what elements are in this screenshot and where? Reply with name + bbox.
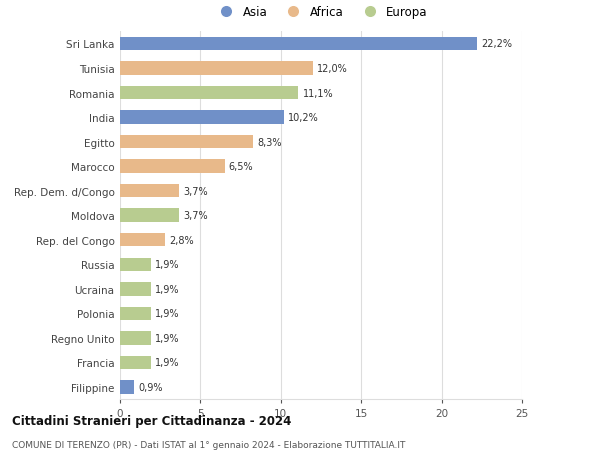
Text: 6,5%: 6,5% xyxy=(229,162,253,172)
Bar xyxy=(120,135,253,149)
Bar xyxy=(120,87,298,100)
Text: 1,9%: 1,9% xyxy=(155,284,179,294)
Text: Cittadini Stranieri per Cittadinanza - 2024: Cittadini Stranieri per Cittadinanza - 2… xyxy=(12,414,292,428)
Legend: Asia, Africa, Europa: Asia, Africa, Europa xyxy=(214,6,428,19)
Text: 1,9%: 1,9% xyxy=(155,308,179,319)
Text: 10,2%: 10,2% xyxy=(288,113,319,123)
Bar xyxy=(120,209,179,223)
Text: 12,0%: 12,0% xyxy=(317,64,348,74)
Text: 2,8%: 2,8% xyxy=(169,235,194,245)
Bar xyxy=(120,111,284,124)
Bar xyxy=(120,356,151,369)
Text: 1,9%: 1,9% xyxy=(155,333,179,343)
Bar xyxy=(120,307,151,320)
Text: 11,1%: 11,1% xyxy=(302,88,333,98)
Text: 1,9%: 1,9% xyxy=(155,358,179,368)
Bar xyxy=(120,185,179,198)
Bar xyxy=(120,160,224,174)
Text: 22,2%: 22,2% xyxy=(481,39,512,50)
Bar xyxy=(120,258,151,271)
Text: 3,7%: 3,7% xyxy=(184,186,208,196)
Bar xyxy=(120,381,134,394)
Bar xyxy=(120,38,477,51)
Text: 1,9%: 1,9% xyxy=(155,260,179,270)
Bar xyxy=(120,282,151,296)
Bar xyxy=(120,234,165,247)
Text: 0,9%: 0,9% xyxy=(139,382,163,392)
Text: 8,3%: 8,3% xyxy=(257,137,282,147)
Bar xyxy=(120,331,151,345)
Text: 3,7%: 3,7% xyxy=(184,211,208,221)
Bar xyxy=(120,62,313,76)
Text: COMUNE DI TERENZO (PR) - Dati ISTAT al 1° gennaio 2024 - Elaborazione TUTTITALIA: COMUNE DI TERENZO (PR) - Dati ISTAT al 1… xyxy=(12,441,406,449)
